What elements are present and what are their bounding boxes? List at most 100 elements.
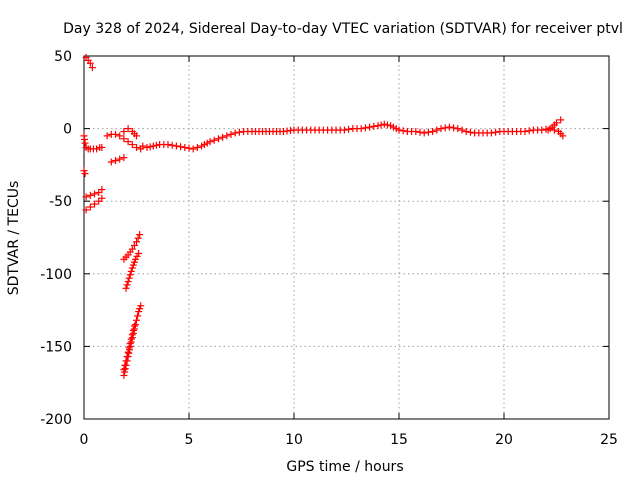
data-point [123,281,131,289]
data-point [374,122,382,130]
data-point [122,357,130,365]
data-point [128,245,136,253]
data-point [227,130,235,138]
data-point [492,128,500,136]
data-point [91,190,98,198]
data-point [235,128,243,136]
plot-frame [83,55,610,420]
data-point [122,284,130,292]
data-point [152,141,160,149]
grid-lines [84,56,609,419]
data-point [357,125,365,133]
data-point [366,123,374,131]
data-point [214,135,222,143]
data-point [134,312,142,320]
data-point [124,348,132,356]
data-point [450,124,458,132]
data-point [124,278,132,286]
data-point [223,132,231,140]
y-axis-label: SDTVAR / TECUs [6,181,22,296]
data-point [185,144,193,152]
data-point [487,129,495,137]
data-point [123,353,131,361]
data-point [88,64,96,72]
data-point [112,157,119,165]
data-point [134,234,142,242]
data-point [130,241,138,249]
data-point [189,145,197,153]
data-point [127,267,135,275]
data-point [133,132,140,140]
data-point [121,361,129,369]
data-point [395,126,403,134]
data-point [128,331,136,339]
x-tick-label: 20 [495,432,513,448]
data-point [345,125,353,133]
data-point [128,141,136,149]
data-point [164,141,172,149]
data-point [172,142,180,150]
data-point [420,129,428,137]
data-point [416,128,424,136]
x-axis-label: GPS time / hours [286,459,403,475]
data-point [181,143,189,151]
data-point [544,126,552,134]
axis-ticks: 0 5 10 15 20 25 50 0 -50 -100 -150 -200 [40,49,618,448]
data-point [120,135,128,143]
data-point [424,128,432,136]
data-point [86,203,94,211]
data-point [137,302,145,310]
data-point [124,125,132,133]
x-tick-label: 25 [600,432,618,448]
data-point [116,132,124,140]
data-point [380,120,388,128]
data-point [340,126,348,134]
data-point [98,194,106,202]
data-point [127,335,135,343]
x-tick-label: 10 [285,432,303,448]
x-tick-label: 0 [80,432,89,448]
data-point [383,121,391,129]
y-tick-label: -100 [40,267,72,283]
data-point [91,200,98,208]
data-point [103,132,111,140]
data-point [429,128,437,136]
data-point [130,322,138,330]
data-point [231,129,239,137]
data-point [133,238,140,246]
data-point [131,321,139,329]
data-point [454,125,462,133]
data-point [433,126,441,134]
data-point [525,127,533,135]
data-point [133,316,140,324]
data-point [98,143,106,151]
data-point [126,271,134,279]
data-point [125,344,133,352]
data-point [437,125,445,133]
data-point [82,193,90,201]
data-point [462,128,470,136]
data-point [86,191,94,199]
chart-title: Day 328 of 2024, Sidereal Day-to-day VTE… [63,21,623,37]
data-point [559,132,567,140]
data-point [120,128,128,136]
data-point [126,339,134,347]
data-point [412,128,420,136]
data-point [125,274,133,282]
y-tick-label: -50 [49,194,72,210]
y-tick-label: -150 [40,339,72,355]
y-tick-label: 50 [54,49,72,65]
data-point [136,231,144,239]
data-point [112,130,119,138]
data-point [107,158,115,166]
x-tick-label: 5 [185,432,194,448]
y-tick-label: 0 [63,122,72,138]
data-point [93,145,101,153]
data-point [458,126,466,134]
data-point [143,143,151,151]
y-tick-label: -200 [40,412,72,428]
data-point [441,124,449,132]
data-series [80,53,567,379]
data-point [206,138,214,146]
